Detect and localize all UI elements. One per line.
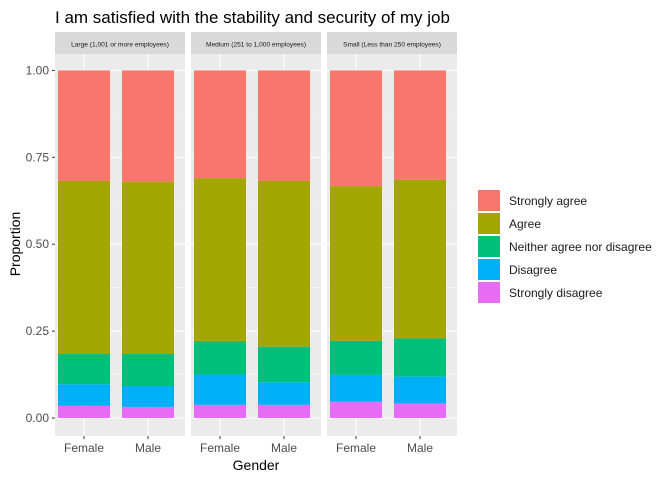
legend-key bbox=[478, 213, 500, 234]
bar-segment bbox=[122, 386, 174, 407]
bar-segment bbox=[330, 401, 382, 418]
facet-strip bbox=[327, 32, 457, 54]
facet-strip-label: Small (Less than 250 employees) bbox=[343, 42, 441, 49]
bar-segment bbox=[394, 338, 446, 377]
y-axis-label: Proportion bbox=[7, 212, 23, 277]
bar-segment bbox=[394, 403, 446, 418]
bar-segment bbox=[194, 178, 246, 342]
bar-segment bbox=[122, 181, 174, 355]
bar-segment bbox=[122, 70, 174, 182]
bar-segment bbox=[394, 70, 446, 180]
bar-segment bbox=[58, 384, 110, 406]
x-tick-label: Male bbox=[135, 441, 161, 455]
x-tick-label: Male bbox=[271, 441, 297, 455]
bar-segment bbox=[58, 70, 110, 181]
legend-key bbox=[478, 282, 500, 303]
facet-panel: Small (Less than 250 employees) Female Mal… bbox=[327, 32, 457, 455]
x-tick-label: Male bbox=[407, 441, 433, 455]
bar-segment bbox=[194, 404, 246, 418]
bar-segment bbox=[194, 374, 246, 405]
bar-segment bbox=[394, 376, 446, 404]
bar-segment bbox=[58, 405, 110, 418]
y-tick-label: 0.00 bbox=[26, 411, 50, 425]
y-tick-label: 0.50 bbox=[26, 237, 50, 251]
bar-segment bbox=[258, 346, 310, 383]
y-tick-label: 0.25 bbox=[26, 324, 50, 338]
facet-panel: Medium (251 to 1,000 employees) Female Mal… bbox=[191, 32, 321, 455]
x-tick-label: Female bbox=[336, 441, 376, 455]
bar-segment bbox=[330, 340, 382, 375]
bar-segment bbox=[194, 70, 246, 179]
legend-label: Strongly disagree bbox=[509, 286, 603, 300]
facet-strip bbox=[191, 32, 321, 54]
legend-key bbox=[478, 259, 500, 280]
legend-label: Strongly agree bbox=[509, 194, 587, 208]
facet-strip-label: Large (1,001 or more employees) bbox=[71, 42, 169, 49]
bar-segment bbox=[330, 186, 382, 341]
x-tick-label: Female bbox=[64, 441, 104, 455]
bar-segment bbox=[394, 179, 446, 339]
bar-segment bbox=[122, 406, 174, 418]
facet-strip-label: Medium (251 to 1,000 employees) bbox=[206, 42, 306, 49]
bar-segment bbox=[258, 70, 310, 181]
bar-segment bbox=[58, 354, 110, 385]
legend-key bbox=[478, 236, 500, 257]
bar-segment bbox=[258, 404, 310, 418]
bar-segment bbox=[194, 341, 246, 375]
facet-panel: Large (1,001 or more employees) Female Mal… bbox=[55, 32, 185, 455]
chart-title: I am satisfied with the stability and se… bbox=[55, 8, 450, 27]
y-tick-label: 1.00 bbox=[26, 63, 50, 77]
bar-segment bbox=[58, 180, 110, 355]
bar-segment bbox=[258, 180, 310, 347]
bar-segment bbox=[330, 70, 382, 187]
x-tick-label: Female bbox=[200, 441, 240, 455]
legend-label: Neither agree nor disagree bbox=[509, 240, 652, 254]
facet-strip bbox=[55, 32, 185, 54]
legend-key bbox=[478, 190, 500, 211]
legend-label: Agree bbox=[509, 217, 541, 231]
y-tick-label: 0.75 bbox=[26, 150, 50, 164]
legend-label: Disagree bbox=[509, 263, 557, 277]
x-axis-label: Gender bbox=[233, 457, 280, 473]
bar-segment bbox=[330, 374, 382, 402]
bar-segment bbox=[122, 354, 174, 387]
bar-segment bbox=[258, 382, 310, 405]
